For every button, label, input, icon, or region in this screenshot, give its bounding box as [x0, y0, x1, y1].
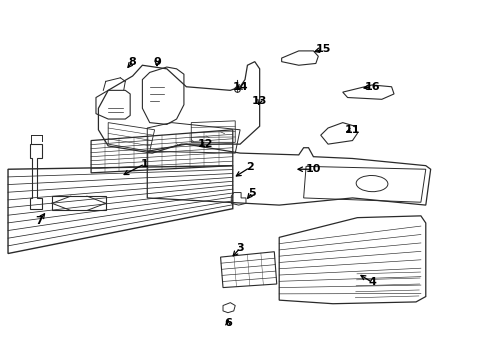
Text: 15: 15 — [316, 44, 331, 54]
Text: 9: 9 — [153, 57, 161, 67]
Text: 11: 11 — [345, 125, 360, 135]
Text: 6: 6 — [224, 319, 232, 328]
Text: 16: 16 — [364, 82, 380, 92]
Text: 7: 7 — [35, 216, 43, 226]
Text: 1: 1 — [141, 159, 148, 169]
Text: 5: 5 — [248, 188, 256, 198]
Text: 4: 4 — [368, 277, 376, 287]
Text: 13: 13 — [252, 96, 268, 106]
Text: 8: 8 — [129, 57, 137, 67]
Text: 12: 12 — [198, 139, 214, 149]
Text: 3: 3 — [236, 243, 244, 253]
Text: 2: 2 — [246, 162, 254, 172]
Text: 10: 10 — [306, 164, 321, 174]
Text: 14: 14 — [232, 82, 248, 92]
